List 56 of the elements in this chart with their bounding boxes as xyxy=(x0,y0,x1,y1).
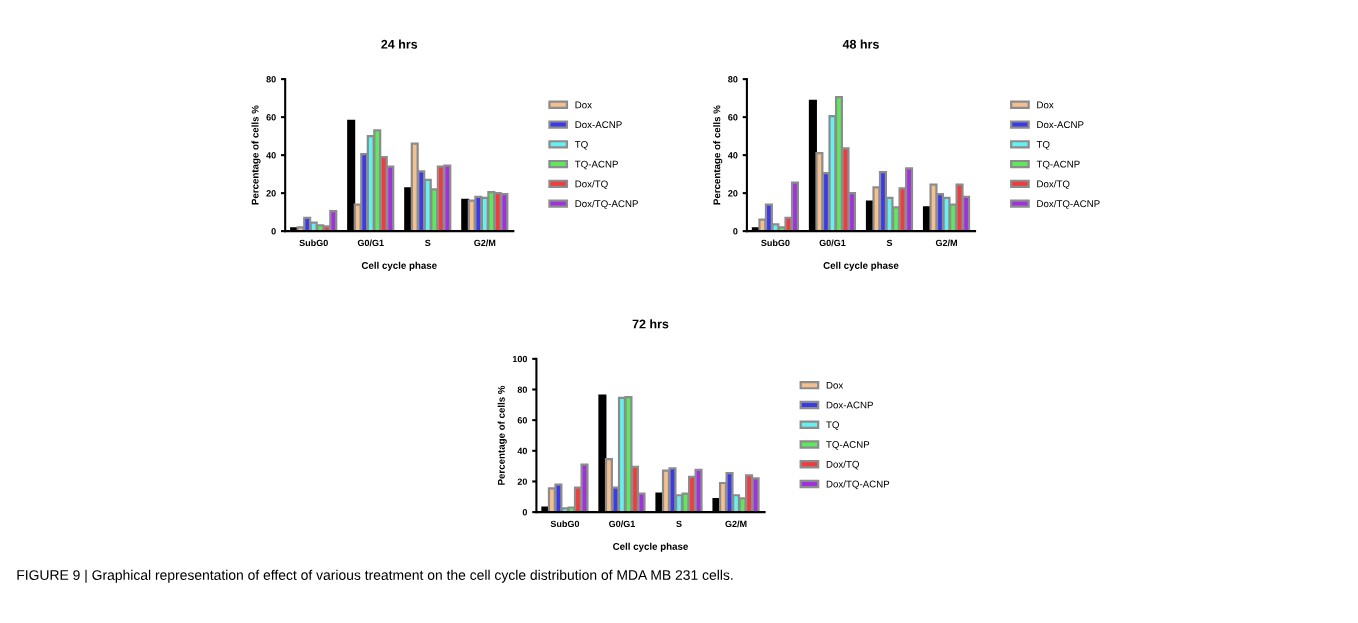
y-tick-label: 80 xyxy=(517,386,528,393)
x-tick-label: SubG0 xyxy=(761,239,790,247)
legend-label: Dox/TQ-ACNP xyxy=(826,480,890,490)
legend-label: Dox-ACNP xyxy=(575,121,622,129)
y-tick-label: 60 xyxy=(266,114,276,121)
legend-label: Dox/TQ-ACNP xyxy=(575,199,638,209)
y-tick-label: 100 xyxy=(512,355,528,363)
y-tick-label: 80 xyxy=(266,76,276,83)
x-axis-title: Cell cycle phase xyxy=(613,542,688,552)
y-tick-label: 40 xyxy=(517,447,528,455)
legend-label: TQ-ACNP xyxy=(1036,160,1080,170)
y-axis-title: Percentage of cells % xyxy=(251,105,261,205)
y-axis-title: Percentage of cells % xyxy=(497,385,507,485)
x-tick-label: SubG0 xyxy=(550,520,580,528)
y-tick-label: 0 xyxy=(271,228,276,235)
legend-label: Dox/TQ xyxy=(1037,180,1070,190)
y-axis-title: Percentage of cells % xyxy=(713,105,723,205)
legend-label: Dox-ACNP xyxy=(826,401,873,409)
x-axis-title: Cell cycle phase xyxy=(361,261,437,271)
caption: FIGURE 9 | Graphical representation of effect of various treatment on the cell cycle distribution of MDA MB 231 cells. xyxy=(17,569,733,583)
y-tick-label: 60 xyxy=(728,114,738,121)
x-tick-label: G0/G1 xyxy=(819,239,846,247)
y-tick-label: 0 xyxy=(522,509,528,516)
x-tick-label: S xyxy=(676,520,682,528)
y-tick-label: 40 xyxy=(266,152,276,159)
y-tick-label: 20 xyxy=(728,190,738,197)
legend-label: Dox-ACNP xyxy=(1037,121,1084,129)
x-axis-title: Cell cycle phase xyxy=(823,261,899,271)
chart-title: 72 hrs xyxy=(632,319,669,329)
legend-label: Dox xyxy=(1037,101,1054,109)
chart-title: 48 hrs xyxy=(842,39,879,49)
legend-label: Dox/TQ xyxy=(575,180,608,190)
legend-label: TQ-ACNP xyxy=(826,441,870,450)
y-tick-label: 20 xyxy=(266,190,276,197)
x-tick-label: G0/G1 xyxy=(609,520,636,528)
legend-label: TQ xyxy=(574,140,588,150)
legend-label: Dox xyxy=(575,101,592,109)
y-tick-label: 0 xyxy=(733,228,738,235)
legend-label: Dox xyxy=(826,381,844,389)
legend-label: TQ-ACNP xyxy=(574,160,618,170)
legend-label: Dox/TQ xyxy=(826,460,859,470)
x-tick-label: G2/M xyxy=(935,239,957,247)
x-tick-label: S xyxy=(425,239,431,247)
x-tick-label: S xyxy=(886,239,893,247)
y-tick-label: 40 xyxy=(727,152,738,159)
y-tick-label: 60 xyxy=(517,417,528,424)
x-tick-label: G2/M xyxy=(725,520,747,528)
y-tick-label: 20 xyxy=(517,478,528,485)
legend-label: TQ xyxy=(826,421,839,430)
legend-label: TQ xyxy=(1036,140,1050,150)
chart-title: 24 hrs xyxy=(381,39,418,49)
x-tick-label: G2/M xyxy=(474,239,496,247)
legend-label: Dox/TQ-ACNP xyxy=(1037,199,1100,209)
x-tick-label: G0/G1 xyxy=(357,239,384,247)
y-tick-label: 80 xyxy=(728,76,738,83)
x-tick-label: SubG0 xyxy=(299,239,328,247)
